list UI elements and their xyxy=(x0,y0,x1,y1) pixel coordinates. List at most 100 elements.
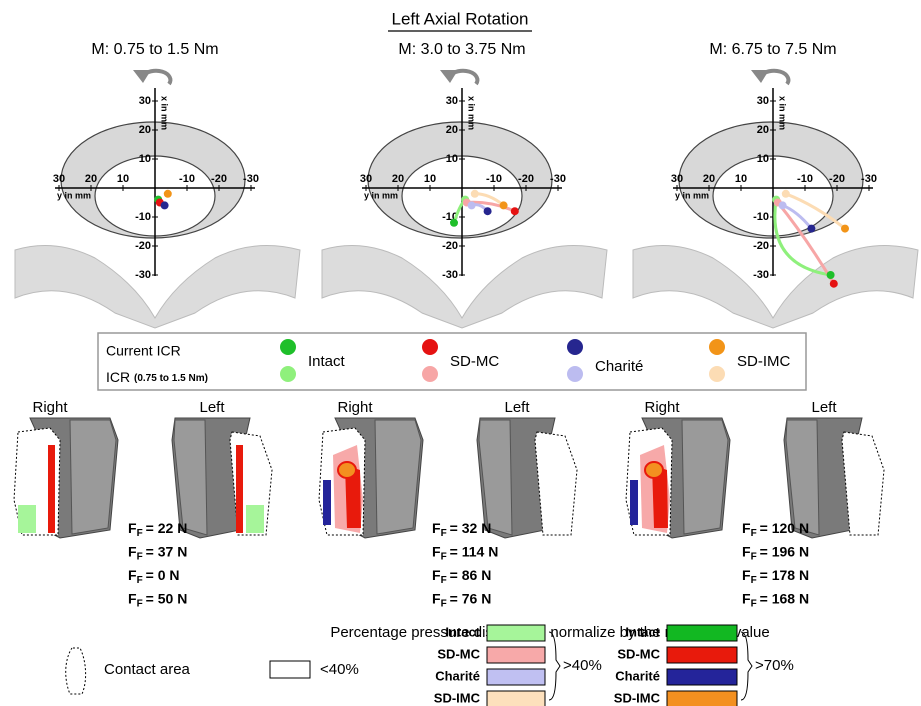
vertebra-face xyxy=(682,420,728,534)
x-tick-label: -20 xyxy=(829,173,845,185)
y-tick-label: 20 xyxy=(757,124,769,136)
x-tick-label: -20 xyxy=(211,173,227,185)
force-subscript: F xyxy=(751,575,757,586)
moment-label: M: 6.75 to 7.5 Nm xyxy=(709,41,836,58)
low-pressure-label: <40% xyxy=(320,661,359,678)
vertebra-face xyxy=(70,420,116,534)
pressure-series-label: SD-IMC xyxy=(434,690,481,705)
x-tick-label: 10 xyxy=(424,173,436,185)
x-axis-label: y in mm xyxy=(57,190,91,200)
x-tick-label: 30 xyxy=(360,173,372,185)
facet-contact xyxy=(535,432,577,535)
pressure-series-label: Intact xyxy=(445,624,480,639)
facet-contact xyxy=(842,432,884,535)
right-label: Right xyxy=(32,399,68,416)
force-value: = 32 N xyxy=(450,520,492,536)
pressure-swatch xyxy=(487,691,545,706)
mid-pressure-label: >40% xyxy=(563,657,602,674)
vertebra-posterior xyxy=(633,246,918,329)
pressure-swatch xyxy=(667,625,737,641)
pressure-swatch xyxy=(487,647,545,663)
pressure-series-label: Charité xyxy=(435,668,480,683)
force-label: FF= 0 N xyxy=(128,567,180,586)
low-pressure-box xyxy=(270,661,310,678)
y-tick-label: 20 xyxy=(446,124,458,136)
high-pressure-label: >70% xyxy=(755,657,794,674)
legend-series-label: Charité xyxy=(595,358,643,375)
force-subscript: F xyxy=(751,598,757,609)
legend-initial-dot xyxy=(709,366,725,382)
force-subscript: F xyxy=(137,575,143,586)
legend-initial-label: ICR xyxy=(106,369,130,385)
x-tick-label: 10 xyxy=(117,173,129,185)
icr-current xyxy=(841,225,849,233)
x-tick-label: 30 xyxy=(671,173,683,185)
pressure-series-label: SD-MC xyxy=(617,646,660,661)
y-tick-label: -20 xyxy=(135,240,151,252)
y-tick-label: -20 xyxy=(442,240,458,252)
x-tick-label: 10 xyxy=(735,173,747,185)
force-label: FF= 50 N xyxy=(128,590,187,609)
y-tick-label: -10 xyxy=(753,211,769,223)
force-subscript: F xyxy=(441,575,447,586)
x-tick-label: -10 xyxy=(486,173,502,185)
icr-current xyxy=(450,219,458,227)
moment-label: M: 3.0 to 3.75 Nm xyxy=(398,41,525,58)
icr-initial xyxy=(471,190,479,198)
pressure-patch xyxy=(645,462,663,478)
x-tick-label: -30 xyxy=(550,173,566,185)
x-tick-label: -30 xyxy=(243,173,259,185)
legend-initial-dot xyxy=(567,366,583,382)
pressure-patch xyxy=(630,480,638,525)
force-label: FF= 37 N xyxy=(128,543,187,562)
figure: Left Axial Rotation Current ICR ICR (0.7… xyxy=(0,0,921,706)
vertebra-face xyxy=(375,420,421,534)
x-tick-label: 20 xyxy=(703,173,715,185)
legend-initial-dot xyxy=(422,366,438,382)
pressure-patch xyxy=(323,480,331,525)
legend-current-dot xyxy=(280,339,296,355)
force-label: FF= 120 N xyxy=(742,520,809,539)
x-tick-label: -20 xyxy=(518,173,534,185)
pressure-series-label: SD-IMC xyxy=(614,690,661,705)
rotation-arrow-head xyxy=(440,70,458,83)
legend-current: Current ICR xyxy=(106,343,181,359)
x-tick-label: 30 xyxy=(53,173,65,185)
pressure-series-label: Charité xyxy=(615,668,660,683)
pressure-series-label: Intact xyxy=(625,624,660,639)
x-tick-label: -10 xyxy=(797,173,813,185)
force-label: FF= 114 N xyxy=(432,543,498,562)
force-label: FF= 32 N xyxy=(432,520,491,539)
pressure-patch xyxy=(236,445,243,533)
icr-current xyxy=(827,271,835,279)
contact-area-icon xyxy=(66,648,86,694)
right-label: Right xyxy=(337,399,373,416)
force-value: = 196 N xyxy=(760,543,809,559)
y-tick-label: 10 xyxy=(446,153,458,165)
force-value: = 76 N xyxy=(450,590,492,606)
icr-current xyxy=(511,207,519,215)
brace xyxy=(741,632,752,700)
force-value: = 168 N xyxy=(760,590,809,606)
icr-current xyxy=(484,207,492,215)
legend-current-dot xyxy=(422,339,438,355)
pressure-swatch xyxy=(667,691,737,706)
rotation-arrow-head xyxy=(751,70,769,83)
y-tick-label: 30 xyxy=(446,95,458,107)
force-value: = 50 N xyxy=(146,590,188,606)
y-axis-label: x in mm xyxy=(160,96,170,130)
y-tick-label: 10 xyxy=(757,153,769,165)
contact-area-label: Contact area xyxy=(104,661,191,678)
brace xyxy=(549,632,560,700)
legend-current-dot xyxy=(567,339,583,355)
figure-title: Left Axial Rotation xyxy=(391,9,528,28)
force-label: FF= 76 N xyxy=(432,590,491,609)
left-label: Left xyxy=(504,399,530,416)
y-axis-label: x in mm xyxy=(467,96,477,130)
legend-series-label: Intact xyxy=(308,353,346,370)
force-subscript: F xyxy=(137,528,143,539)
pressure-patch xyxy=(338,462,356,478)
x-tick-label: 20 xyxy=(392,173,404,185)
force-label: FF= 86 N xyxy=(432,567,491,586)
force-label: FF= 22 N xyxy=(128,520,187,539)
